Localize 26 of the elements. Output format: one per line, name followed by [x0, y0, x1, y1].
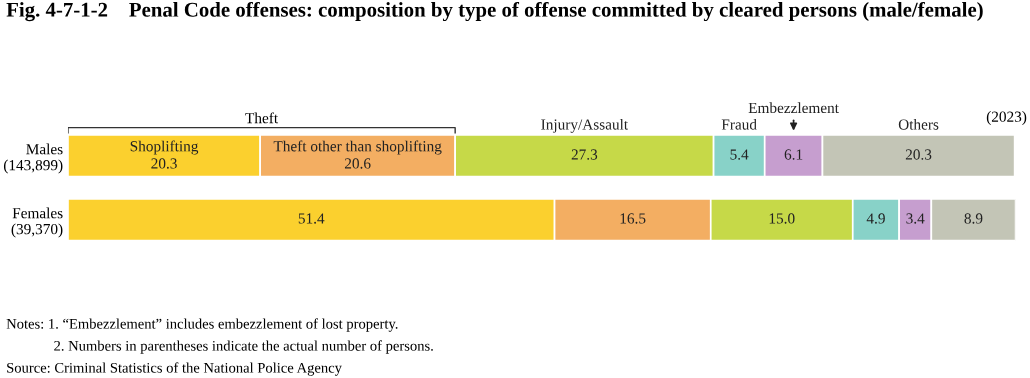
series-label: Injury/Assault	[541, 118, 628, 133]
data-label: 51.4	[298, 213, 325, 224]
data-label: 20.3	[905, 149, 932, 160]
data-label: 16.5	[620, 213, 646, 224]
data-label: 20.3	[151, 158, 177, 169]
text: (2023)	[986, 111, 1027, 125]
series-label: Shoplifting	[130, 140, 199, 155]
data-label: 8.9	[964, 213, 983, 224]
data-label: 4.9	[866, 213, 885, 224]
data-label: 5.4	[730, 149, 749, 160]
source-note: Source: Criminal Statistics of the National Police Agency	[7, 362, 342, 376]
series-label: Embezzlement	[748, 102, 839, 114]
data-label: 6.1	[784, 149, 803, 160]
series-label: Others	[898, 118, 939, 130]
data-label: 3.4	[906, 213, 925, 224]
y-tick-label: Females (39,370)	[11, 207, 63, 238]
text: Notes: 1. “Embezzlement” includes embezzlement of lost property.	[6, 318, 398, 332]
data-label: 20.6	[344, 158, 371, 169]
text: Theft	[245, 112, 279, 124]
data-label: 27.3	[571, 149, 598, 160]
data-label: 15.0	[769, 213, 795, 224]
chart-title: Fig. 4-7-1-2 Penal Code offenses: composition by type of offense committed by cleared persons (male/female)	[6, 1, 983, 22]
series-label: Fraud	[721, 118, 757, 130]
series-label: Theft other than shoplifting	[273, 140, 442, 155]
text: 2. Numbers in parentheses indicate the actual number of persons.	[54, 340, 433, 354]
y-tick-label: Males (143,899)	[3, 143, 63, 174]
